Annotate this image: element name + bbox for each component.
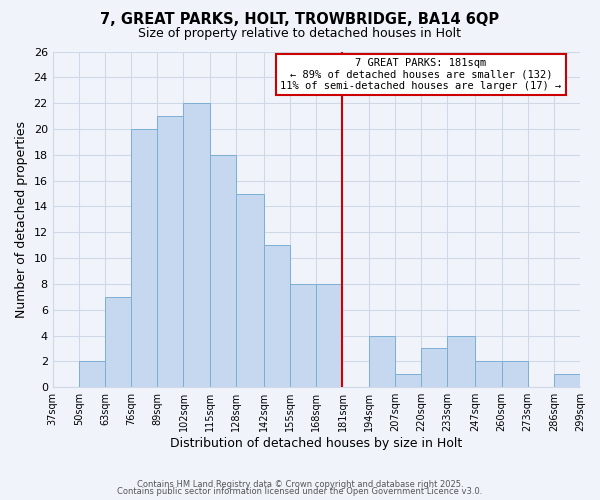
Bar (79, 362, 105, 387)
Bar (368, 336, 395, 387)
Bar (475, 362, 502, 387)
Bar (502, 362, 527, 387)
Bar (447, 336, 475, 387)
Bar (105, 297, 131, 387)
Text: Contains public sector information licensed under the Open Government Licence v3: Contains public sector information licen… (118, 487, 482, 496)
Bar (395, 374, 421, 387)
Text: 7, GREAT PARKS, HOLT, TROWBRIDGE, BA14 6QP: 7, GREAT PARKS, HOLT, TROWBRIDGE, BA14 6… (100, 12, 500, 28)
X-axis label: Distribution of detached houses by size in Holt: Distribution of detached houses by size … (170, 437, 463, 450)
Bar (264, 245, 290, 387)
Text: Size of property relative to detached houses in Holt: Size of property relative to detached ho… (139, 28, 461, 40)
Bar (554, 374, 580, 387)
Y-axis label: Number of detached properties: Number of detached properties (15, 121, 28, 318)
Text: 7 GREAT PARKS: 181sqm
← 89% of detached houses are smaller (132)
11% of semi-det: 7 GREAT PARKS: 181sqm ← 89% of detached … (280, 58, 562, 91)
Bar (184, 103, 209, 387)
Bar (157, 116, 184, 387)
Bar (236, 194, 264, 387)
Bar (421, 348, 447, 387)
Text: Contains HM Land Registry data © Crown copyright and database right 2025.: Contains HM Land Registry data © Crown c… (137, 480, 463, 489)
Bar (290, 284, 316, 387)
Bar (316, 284, 343, 387)
Bar (209, 155, 236, 387)
Bar (131, 129, 157, 387)
